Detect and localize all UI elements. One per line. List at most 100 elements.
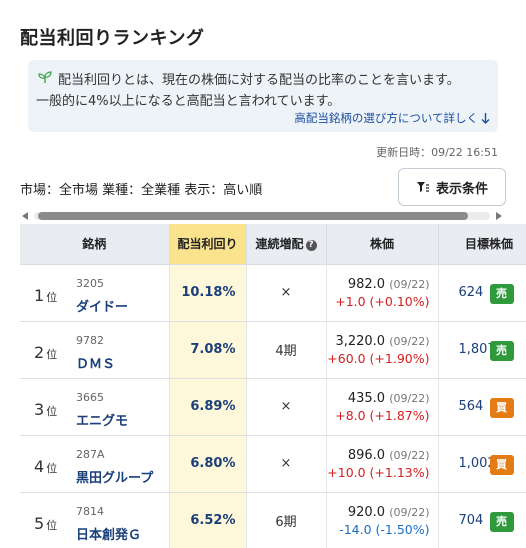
table-row[interactable]: 5 位 7814 日本創発Ｇ 6.52% 6期 920.0 (09/22) -14.0 (-1… [20,492,526,548]
stock-name-link[interactable]: ＤＭＳ [76,356,116,372]
target-price: 624 [458,285,484,300]
display-conditions-button[interactable]: 表示条件 [398,168,506,206]
scroll-right-arrow[interactable] [496,212,502,220]
stock-code: 9782 [76,333,104,347]
scrollbar-thumb[interactable] [38,212,468,220]
price-value: 896.0 [347,447,386,463]
price-value: 982.0 [347,276,386,292]
table-row[interactable]: 2 位 9782 ＤＭＳ 7.08% 4期 3,220.0 (09/22) +60.0 (+1… [20,321,526,379]
target-price: 564 [458,399,484,414]
rating-badge: 売 [489,283,514,304]
info-text-1: 配当利回りとは、現在の株価に対する配当の比率のことを言います。 [58,73,460,88]
stock-name-link[interactable]: 日本創発Ｇ [76,527,142,543]
stock-cell[interactable]: 5 位 7814 日本創発Ｇ [20,492,170,548]
stock-name-link[interactable]: エニグモ [76,413,129,429]
sprout-icon [38,71,52,83]
filter-icon [416,182,429,192]
stock-cell[interactable]: 1 位 3205 ダイドー [20,264,170,322]
table-header-row: 銘柄 配当利回り 連続増配? 株価 目標株価 [20,224,526,265]
info-text-2: 一般的に4%以上になると高配当と言われています。 [36,94,341,109]
display-conditions-label: 表示条件 [435,181,488,197]
stock-code: 287A [76,447,105,461]
stock-cell[interactable]: 3 位 3665 エニグモ [20,378,170,436]
rating-badge: 売 [489,340,514,361]
rating-badge: 買 [489,397,514,418]
target-cell: 624 売 [438,264,526,322]
yield-cell: 6.52% [169,492,247,548]
rank-number: 5 [34,513,45,533]
rank-suffix: 位 [46,461,58,475]
price-change: +8.0 (+1.87%) [335,407,430,423]
stock-cell[interactable]: 2 位 9782 ＤＭＳ [20,321,170,379]
rank-number: 2 [34,342,45,362]
target-price: 1,002 [458,456,496,471]
yield-cell: 6.89% [169,378,247,436]
scroll-left-arrow[interactable] [22,212,28,220]
table-row[interactable]: 3 位 3665 エニグモ 6.89% × 435.0 (09/22) +8.0 (+1.87… [20,378,526,436]
rank-suffix: 位 [46,404,58,418]
rank-number: 3 [34,399,45,419]
guide-link-label: 高配当銘柄の選び方について詳しく [294,111,478,125]
ranking-table-container: 銘柄 配当利回り 連続増配? 株価 目標株価 1 位 3205 ダイドー 10.18% ×… [20,224,526,548]
target-cell: 1,807 売 [438,321,526,379]
info-box: 配当利回りとは、現在の株価に対する配当の比率のことを言います。 一般的に4%以上… [28,60,498,132]
page-title: 配当利回りランキング [20,28,205,49]
yield-cell: 7.08% [169,321,247,379]
rank-suffix: 位 [46,347,58,361]
rank-number: 4 [34,456,45,476]
table-row[interactable]: 1 位 3205 ダイドー 10.18% × 982.0 (09/22) +1.0 (+0.1… [20,264,526,322]
rating-badge: 売 [489,511,514,532]
header-yield[interactable]: 配当利回り [169,224,247,265]
help-icon[interactable]: ? [305,240,317,252]
price-change: +1.0 (+0.10%) [335,293,430,309]
stock-code: 3205 [76,276,104,290]
rank-number: 1 [34,285,45,305]
rank-suffix: 位 [46,518,58,532]
header-stock[interactable]: 銘柄 [20,224,170,265]
guide-link[interactable]: 高配当銘柄の選び方について詳しく [294,110,490,126]
filter-summary: 市場：全市場 業種：全業種 表示：高い順 [20,183,263,198]
price-change: +10.0 (+1.13%) [327,464,430,480]
streak-cell: × [246,378,327,436]
stock-code: 7814 [76,504,104,518]
target-cell: 564 買 [438,378,526,436]
price-value: 920.0 [347,504,386,520]
price-cell: 3,220.0 (09/22) +60.0 (+1.90%) [326,321,439,379]
target-price: 704 [458,513,484,528]
price-date: (09/22) [389,277,430,291]
price-change: -14.0 (-1.50%) [339,521,430,537]
price-value: 435.0 [347,390,386,406]
stock-cell[interactable]: 4 位 287A 黒田グループ [20,435,170,493]
price-value: 3,220.0 [335,333,386,349]
price-cell: 920.0 (09/22) -14.0 (-1.50%) [326,492,439,548]
arrow-down-icon [481,112,490,124]
price-date: (09/22) [389,391,430,405]
header-streak-label: 連続増配 [255,237,304,252]
stock-name-link[interactable]: ダイドー [76,299,129,315]
header-price[interactable]: 株価 [326,224,439,265]
header-target[interactable]: 目標株価 [438,224,526,265]
ranking-table: 銘柄 配当利回り 連続増配? 株価 目標株価 1 位 3205 ダイドー 10.18% ×… [20,224,526,548]
stock-code: 3665 [76,390,104,404]
price-date: (09/22) [389,334,430,348]
updated-timestamp: 更新日時：09/22 16:51 [376,146,498,159]
target-cell: 704 売 [438,492,526,548]
streak-cell: × [246,435,327,493]
price-date: (09/22) [389,505,430,519]
stock-name-link[interactable]: 黒田グループ [76,470,154,486]
table-row[interactable]: 4 位 287A 黒田グループ 6.80% × 896.0 (09/22) +10.0 (+1… [20,435,526,493]
header-streak[interactable]: 連続増配? [246,224,327,265]
price-change: +60.0 (+1.90%) [327,350,430,366]
price-cell: 896.0 (09/22) +10.0 (+1.13%) [326,435,439,493]
yield-cell: 6.80% [169,435,247,493]
streak-cell: 4期 [246,321,327,379]
yield-cell: 10.18% [169,264,247,322]
rating-badge: 買 [489,454,514,475]
target-cell: 1,002 買 [438,435,526,493]
price-cell: 435.0 (09/22) +8.0 (+1.87%) [326,378,439,436]
